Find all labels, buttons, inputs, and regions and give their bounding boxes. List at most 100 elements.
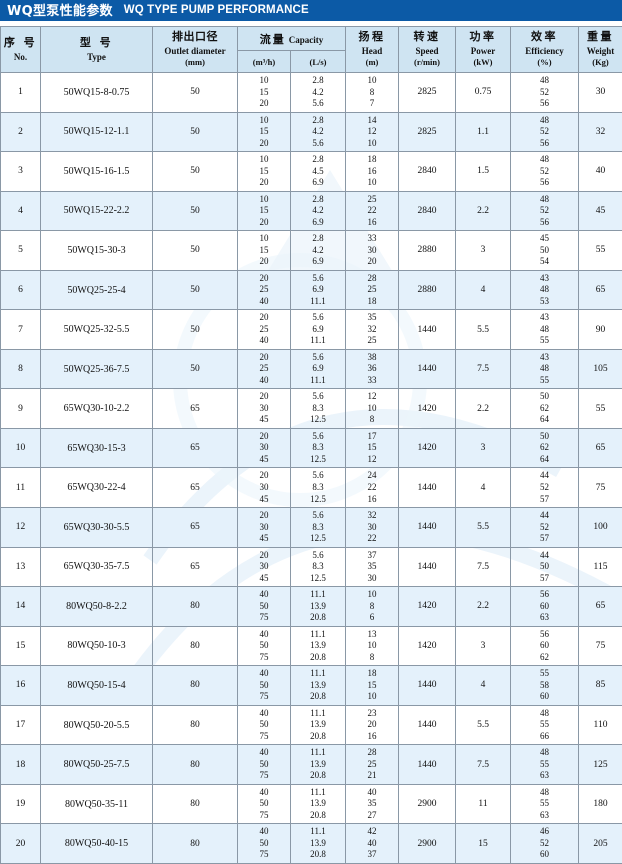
cell-capacity-ls-value: 5.6 <box>292 273 344 285</box>
cell-weight: 110 <box>579 705 622 745</box>
cell-capacity-m3h-value: 20 <box>239 431 289 443</box>
cell-capacity-ls-value: 12.5 <box>292 414 344 426</box>
cell-capacity-m3h-value: 20 <box>239 550 289 562</box>
cell-efficiency-value: 43 <box>512 273 577 285</box>
header-power-unit: (kW) <box>457 57 509 68</box>
cell-outlet-diameter: 80 <box>153 745 238 785</box>
cell-capacity-m3h-value: 30 <box>239 482 289 494</box>
cell-capacity-ls-value: 20.8 <box>292 770 344 782</box>
cell-type: 80WQ50-40-15 <box>41 824 153 864</box>
cell-capacity-m3h-value: 50 <box>239 601 289 613</box>
cell-head-value: 20 <box>347 256 397 268</box>
cell-power: 3 <box>456 428 511 468</box>
cell-capacity-m3h-value: 75 <box>239 810 289 822</box>
cell-head-value: 6 <box>347 612 397 624</box>
cell-capacity-m3h-value: 10 <box>239 194 289 206</box>
cell-power: 2.2 <box>456 389 511 429</box>
cell-efficiency-value: 60 <box>512 849 577 861</box>
cell-outlet-diameter: 50 <box>153 152 238 192</box>
cell-power: 4 <box>456 468 511 508</box>
cell-efficiency-value: 44 <box>512 550 577 562</box>
cell-head-value: 15 <box>347 442 397 454</box>
cell-head-value: 17 <box>347 431 397 443</box>
cell-capacity-ls-value: 12.5 <box>292 494 344 506</box>
cell-capacity-m3h-value: 10 <box>239 115 289 127</box>
cell-head-value: 24 <box>347 470 397 482</box>
cell-capacity-ls-value: 11.1 <box>292 296 344 308</box>
cell-power: 5.5 <box>456 508 511 548</box>
cell-capacity-m3h-value: 75 <box>239 770 289 782</box>
cell-outlet-diameter: 65 <box>153 547 238 587</box>
cell-outlet-diameter: 65 <box>153 389 238 429</box>
cell-efficiency-value: 56 <box>512 589 577 601</box>
cell-speed: 1440 <box>399 508 456 548</box>
cell-head-value: 40 <box>347 787 397 799</box>
cell-capacity-m3h-value: 45 <box>239 494 289 506</box>
cell-power: 2.2 <box>456 191 511 231</box>
cell-speed: 2880 <box>399 270 456 310</box>
cell-capacity-m3h-value: 30 <box>239 561 289 573</box>
cell-weight: 180 <box>579 784 622 824</box>
cell-type: 50WQ25-36-7.5 <box>41 349 153 389</box>
header-no-en: No. <box>2 51 39 63</box>
header-speed-unit: (r/min) <box>400 57 454 68</box>
cell-no: 3 <box>1 152 41 192</box>
page-title-chinese: WQ型泵性能参数 <box>7 0 113 19</box>
cell-type: 80WQ50-15-4 <box>41 666 153 706</box>
header-capacity-cn: 流量 <box>260 33 286 46</box>
cell-capacity-m3h-value: 45 <box>239 573 289 585</box>
cell-head-value: 28 <box>347 273 397 285</box>
cell-outlet-diameter: 80 <box>153 587 238 627</box>
cell-type: 50WQ25-25-4 <box>41 270 153 310</box>
cell-no: 1 <box>1 73 41 113</box>
cell-capacity-ls-value: 12.5 <box>292 454 344 466</box>
header-head-en: Head <box>347 45 397 57</box>
cell-weight: 65 <box>579 587 622 627</box>
cell-efficiency-value: 48 <box>512 787 577 799</box>
cell-efficiency-value: 55 <box>512 798 577 810</box>
cell-capacity-m3h-value: 15 <box>239 205 289 217</box>
cell-capacity-ls-value: 12.5 <box>292 573 344 585</box>
cell-efficiency-value: 57 <box>512 494 577 506</box>
cell-weight: 90 <box>579 310 622 350</box>
cell-no: 4 <box>1 191 41 231</box>
cell-head-value: 36 <box>347 363 397 375</box>
cell-weight: 65 <box>579 428 622 468</box>
cell-capacity-ls-value: 13.9 <box>292 798 344 810</box>
header-type-cn: 型 号 <box>42 36 151 51</box>
cell-capacity-ls-value: 11.1 <box>292 826 344 838</box>
cell-head-value: 10 <box>347 75 397 87</box>
pump-performance-table: 序 号 No. 型 号 Type 排出口径 Outlet diameter (m… <box>0 26 622 864</box>
cell-head-value: 22 <box>347 482 397 494</box>
cell-efficiency-value: 50 <box>512 561 577 573</box>
cell-capacity-ls-value: 4.2 <box>292 87 344 99</box>
cell-capacity-m3h-value: 15 <box>239 245 289 257</box>
cell-head-value: 33 <box>347 233 397 245</box>
cell-capacity-m3h-value: 20 <box>239 510 289 522</box>
cell-no: 8 <box>1 349 41 389</box>
cell-efficiency-value: 53 <box>512 296 577 308</box>
cell-head-value: 22 <box>347 533 397 545</box>
